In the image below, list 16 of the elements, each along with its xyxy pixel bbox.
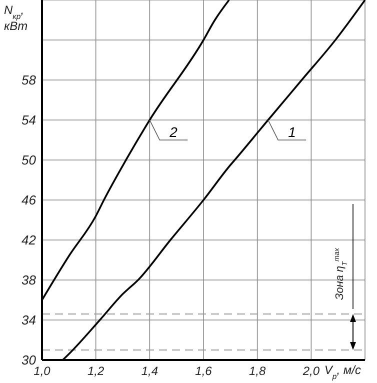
y-axis-title: N$_{кр}$, кВт	[4, 3, 28, 33]
series-label: 2	[168, 124, 178, 140]
x-tick-label: 1,8	[248, 364, 266, 378]
x-tick-label: 1,2	[87, 364, 104, 378]
y-tick-label: 46	[22, 192, 37, 208]
y-tick-label: 34	[22, 312, 36, 328]
y-tick-label: 42	[22, 232, 37, 248]
x-tick-label: 2,0	[302, 364, 320, 378]
y-tick-label: 38	[22, 272, 37, 288]
y-tick-label: 58	[22, 72, 37, 88]
y-tick-label: 54	[22, 112, 36, 128]
x-axis-title: V$_{р}$, м/с	[324, 363, 361, 380]
x-tick-label: 1,6	[195, 364, 212, 378]
y-tick-label: 50	[22, 152, 37, 168]
series-label: 1	[288, 124, 296, 140]
x-tick-label: 1,4	[141, 364, 158, 378]
